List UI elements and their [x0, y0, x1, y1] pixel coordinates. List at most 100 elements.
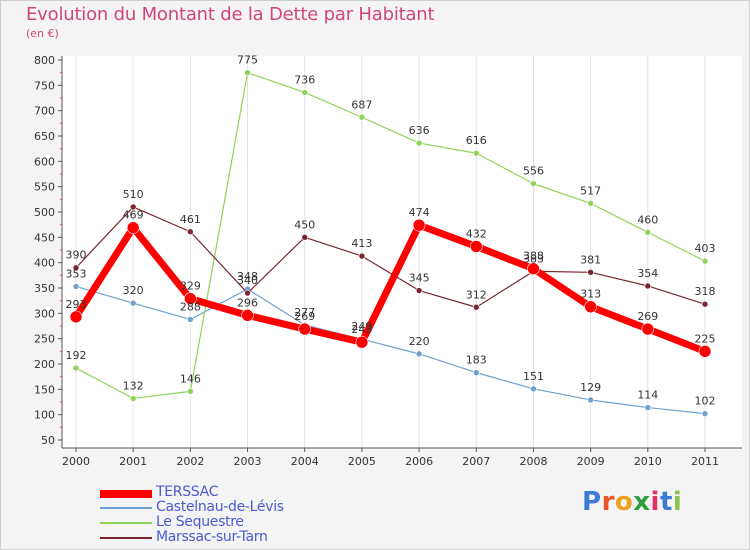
- series-marssac-sur-tarn: [72, 203, 709, 311]
- legend-swatch-marssac: [100, 537, 152, 539]
- data-label-marssac-sur-tarn-2007: 312: [466, 288, 487, 301]
- y-tick-label-300: 300: [34, 307, 55, 320]
- y-tick-label-550: 550: [34, 181, 55, 194]
- data-label-terssac-2008: 388: [523, 250, 544, 263]
- data-label-marssac-sur-tarn-2011: 318: [695, 285, 716, 298]
- series-le-sequestre: [72, 69, 709, 402]
- x-tick-label-2000: 2000: [62, 455, 90, 468]
- x-tick-label-2003: 2003: [234, 455, 262, 468]
- point-terssac-2004: [298, 322, 312, 336]
- proxiti-logo: Proxiti: [582, 487, 682, 517]
- point-marssac-sur-tarn-2010: [644, 282, 652, 290]
- legend-item-le-sequestre[interactable]: Le Sequestre: [100, 514, 400, 531]
- y-tick-label-600: 600: [34, 155, 55, 168]
- logo-letter: i: [650, 487, 660, 517]
- point-marssac-sur-tarn-2007: [472, 303, 480, 311]
- point-terssac-2003: [241, 309, 254, 322]
- data-label-marssac-sur-tarn-2008: 383: [523, 252, 544, 265]
- data-label-castelnau-de-levis-2004: 277: [294, 306, 315, 319]
- data-label-castelnau-de-levis-2006: 220: [409, 335, 430, 348]
- logo-letter: r: [601, 487, 615, 517]
- y-tick-label-750: 750: [34, 79, 55, 92]
- legend-item-terssac[interactable]: TERSSAC: [100, 484, 400, 501]
- logo-letter: t: [659, 487, 673, 517]
- data-label-marssac-sur-tarn-2004: 450: [294, 218, 315, 231]
- point-castelnau-de-levis-2010: [644, 404, 652, 411]
- y-tick-label-200: 200: [34, 358, 55, 371]
- data-label-terssac-2007: 432: [466, 227, 487, 240]
- y-tick-label-500: 500: [34, 206, 55, 219]
- y-tick-label-350: 350: [34, 282, 55, 295]
- series-layer: [69, 69, 712, 417]
- point-le-sequestre-2003: [244, 69, 251, 76]
- chart-title: Evolution du Montant de la Dette par Hab…: [26, 4, 435, 25]
- data-label-le-sequestre-2000: 192: [66, 349, 87, 362]
- data-label-terssac-2004: 269: [294, 310, 315, 323]
- point-marssac-sur-tarn-2004: [301, 234, 309, 241]
- logo-letter: x: [633, 487, 651, 517]
- legend-label-castelnau: Castelnau-de-Lévis: [156, 499, 284, 515]
- data-label-castelnau-de-levis-2002: 288: [180, 300, 201, 313]
- legend-label-marssac: Marssac-sur-Tarn: [156, 529, 268, 545]
- y-tick-label-150: 150: [34, 383, 55, 396]
- data-label-castelnau-de-levis-2008: 151: [523, 370, 544, 383]
- line-castelnau-de-levis: [75, 285, 706, 415]
- data-label-le-sequestre-2008: 556: [523, 165, 544, 178]
- x-axis-ticks: 2000 2001 2002 2003 2004 2005 2006 2007 2008 2009…: [62, 448, 719, 468]
- data-label-marssac-sur-tarn-2003: 340: [237, 274, 258, 287]
- point-marssac-sur-tarn-2005: [358, 252, 366, 260]
- x-tick-label-2008: 2008: [519, 455, 547, 468]
- point-marssac-sur-tarn-2003: [244, 289, 251, 297]
- data-label-castelnau-de-levis-2010: 114: [637, 389, 658, 402]
- point-marssac-sur-tarn-2000: [72, 264, 80, 272]
- data-label-le-sequestre-2007: 616: [466, 134, 487, 147]
- point-castelnau-de-levis-2000: [72, 283, 80, 290]
- data-label-le-sequestre-2002: 146: [180, 372, 201, 385]
- y-tick-label-100: 100: [34, 409, 55, 422]
- legend-item-marssac[interactable]: Marssac-sur-Tarn: [100, 529, 400, 546]
- legend-swatch-terssac: [100, 490, 152, 498]
- data-label-le-sequestre-2011: 403: [695, 242, 716, 255]
- point-le-sequestre-2006: [415, 139, 423, 147]
- point-le-sequestre-2004: [301, 89, 309, 96]
- y-axis-ticks: 50 100 150 200 250 300 350 400 450 500 550 600 650 70…: [34, 54, 62, 447]
- point-terssac-2006: [412, 218, 426, 232]
- y-tick-label-650: 650: [34, 130, 55, 143]
- data-label-castelnau-de-levis-2011: 102: [695, 395, 716, 408]
- y-tick-label-800: 800: [34, 54, 55, 67]
- point-le-sequestre-2009: [587, 200, 594, 207]
- y-tick-label-700: 700: [34, 105, 55, 118]
- data-label-le-sequestre-2003: 775: [237, 54, 258, 67]
- data-label-terssac-2003: 296: [237, 296, 258, 309]
- data-label-marssac-sur-tarn-2005: 413: [351, 237, 372, 250]
- point-le-sequestre-2002: [187, 388, 194, 395]
- point-le-sequestre-2001: [129, 395, 137, 402]
- point-terssac-2009: [584, 300, 597, 314]
- series-terssac: [69, 218, 712, 358]
- logo-letter: o: [614, 487, 634, 517]
- point-castelnau-de-levis-2002: [187, 316, 194, 323]
- data-label-terssac-2000: 293: [66, 298, 87, 311]
- legend-label-terssac: TERSSAC: [156, 484, 219, 500]
- line-marssac-sur-tarn: [75, 206, 706, 308]
- data-label-marssac-sur-tarn-2001: 510: [123, 188, 144, 201]
- point-terssac-2011: [698, 345, 712, 358]
- legend-item-castelnau[interactable]: Castelnau-de-Lévis: [100, 499, 400, 516]
- point-terssac-2001: [126, 221, 140, 235]
- y-tick-label-450: 450: [34, 231, 55, 244]
- y-tick-label-400: 400: [34, 257, 55, 270]
- point-terssac-2008: [527, 262, 540, 276]
- line-terssac: [73, 221, 707, 355]
- data-label-terssac-2009: 313: [580, 288, 601, 301]
- data-label-terssac-2002: 329: [180, 280, 201, 293]
- point-castelnau-de-levis-2011: [701, 410, 709, 417]
- data-label-terssac-2005: 243: [351, 323, 372, 336]
- point-terssac-2010: [641, 322, 655, 336]
- point-terssac-2005: [355, 335, 369, 349]
- x-tick-label-2010: 2010: [634, 455, 662, 468]
- data-label-castelnau-de-levis-2007: 183: [466, 354, 487, 367]
- legend-swatch-castelnau: [100, 507, 152, 509]
- x-tick-label-2006: 2006: [405, 455, 433, 468]
- data-label-marssac-sur-tarn-2002: 461: [180, 213, 201, 226]
